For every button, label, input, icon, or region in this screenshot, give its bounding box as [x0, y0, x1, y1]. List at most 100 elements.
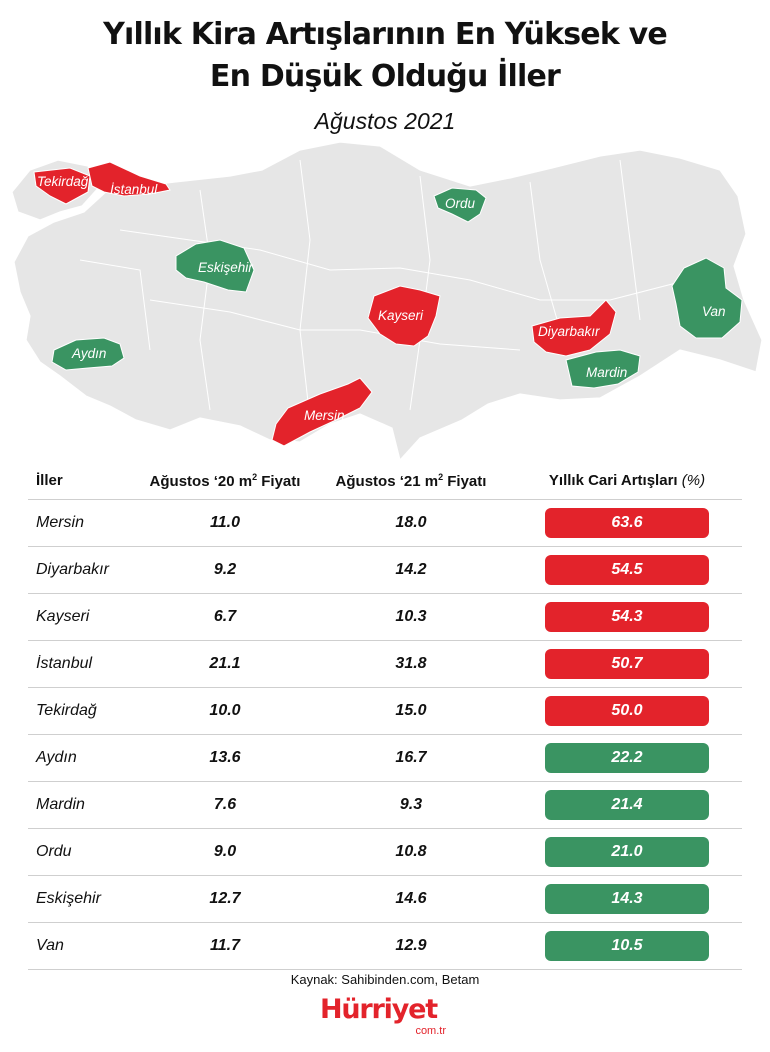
cell-pct: 50.7 [512, 649, 742, 679]
cell-aug21: 31.8 [395, 655, 427, 672]
cell-aug20: 9.0 [213, 843, 237, 860]
page-title: Yıllık Kira Artışlarının En Yüksek ve En… [0, 14, 770, 98]
map-label-diyarbakir: Diyarbakır [538, 324, 600, 339]
header-aug20-tail: Fiyatı [257, 472, 301, 490]
cell-city: İstanbul [36, 655, 93, 672]
table-row: Mersin 11.0 18.0 63.6 [28, 500, 742, 547]
cell-aug21: 10.3 [395, 608, 427, 625]
cell-aug21: 15.0 [395, 702, 427, 719]
logo-brand: Hürriyet [320, 994, 438, 1025]
header-aug20-label: Ağustos ‘20 m [149, 472, 253, 490]
map-province-istanbul [87, 161, 171, 197]
header-aug20-sup: 2 [252, 471, 258, 482]
table-row: Eskişehir 12.7 14.6 14.3 [28, 876, 742, 923]
map-province-diyarbakir [531, 299, 617, 357]
cell-city: Diyarbakır [36, 561, 109, 578]
header-pct-unit: (%) [681, 472, 706, 489]
cell-aug20: 10.0 [209, 702, 241, 719]
pct-badge: 21.4 [545, 790, 709, 820]
cell-city: Ordu [36, 843, 72, 860]
table-header: İller Ağustos ‘20 m2 Fiyatı Ağustos ‘21 … [28, 462, 742, 500]
map-province-eskisehir [175, 239, 255, 293]
map-province-aydin [51, 337, 125, 371]
cell-pct: 54.5 [512, 555, 742, 585]
cell-aug21: 12.9 [395, 937, 427, 954]
header-pct: Yıllık Cari Artışları (%) [512, 472, 742, 489]
cell-pct: 54.3 [512, 602, 742, 632]
cell-aug20: 11.7 [210, 937, 240, 954]
title-line-2: En Düşük Olduğu İller [209, 59, 561, 94]
table-row: Mardin 7.6 9.3 21.4 [28, 782, 742, 829]
pct-badge: 54.3 [545, 602, 709, 632]
cell-aug21: 9.3 [399, 796, 423, 813]
pct-badge: 63.6 [545, 508, 709, 538]
pct-badge: 54.5 [545, 555, 709, 585]
cell-aug21: 14.2 [395, 561, 427, 578]
logo-domain: com.tr [415, 1025, 446, 1037]
cell-city: Aydın [36, 749, 77, 766]
table-row: Diyarbakır 9.2 14.2 54.5 [28, 547, 742, 594]
pct-badge: 22.2 [545, 743, 709, 773]
cell-aug20: 9.2 [213, 561, 237, 578]
cell-pct: 21.0 [512, 837, 742, 867]
cell-pct: 50.0 [512, 696, 742, 726]
title-line-1: Yıllık Kira Artışlarının En Yüksek ve [103, 17, 668, 52]
map-label-tekirdag: Tekirdağ [37, 174, 89, 189]
header-aug21-sup: 2 [438, 471, 444, 482]
header-aug21-label: Ağustos ‘21 m [335, 472, 439, 490]
cell-city: Eskişehir [36, 890, 101, 907]
header-aug21-tail: Fiyatı [443, 472, 487, 490]
map-province-tekirdag [33, 167, 91, 205]
cell-aug21: 16.7 [395, 749, 427, 766]
cell-aug20: 7.6 [213, 796, 237, 813]
cell-aug20: 6.7 [213, 608, 237, 625]
map-label-mardin: Mardin [586, 365, 627, 380]
table-body: Mersin 11.0 18.0 63.6 Diyarbakır 9.2 14.2 54.5 K… [28, 500, 742, 970]
pct-badge: 10.5 [545, 931, 709, 961]
cell-pct: 22.2 [512, 743, 742, 773]
cell-city: Mardin [36, 796, 85, 813]
map-province-kayseri [367, 285, 441, 347]
map-province-ordu [433, 187, 487, 223]
cell-aug20: 13.6 [209, 749, 241, 766]
cell-pct: 14.3 [512, 884, 742, 914]
cell-city: Tekirdağ [36, 702, 97, 719]
cell-pct: 10.5 [512, 931, 742, 961]
cell-aug21: 10.8 [395, 843, 427, 860]
cell-aug21: 14.6 [395, 890, 427, 907]
map-label-mersin: Mersin [304, 408, 345, 423]
rent-table: İller Ağustos ‘20 m2 Fiyatı Ağustos ‘21 … [28, 462, 742, 970]
pct-badge: 14.3 [545, 884, 709, 914]
pct-badge: 50.0 [545, 696, 709, 726]
source-note: Kaynak: Sahibinden.com, Betam [290, 972, 480, 987]
cell-city: Mersin [36, 514, 85, 531]
cell-pct: 63.6 [512, 508, 742, 538]
cell-aug20: 11.0 [210, 514, 240, 531]
map-label-aydin: Aydın [71, 346, 106, 361]
map-label-van: Van [702, 304, 726, 319]
table-row: Kayseri 6.7 10.3 54.3 [28, 594, 742, 641]
map-province-mardin [565, 349, 641, 389]
header-aug20: Ağustos ‘20 m2 Fiyatı [140, 472, 310, 490]
pct-badge: 21.0 [545, 837, 709, 867]
cell-pct: 21.4 [512, 790, 742, 820]
cell-city: Van [36, 937, 64, 954]
cell-aug21: 18.0 [395, 514, 427, 531]
page-subtitle: Ağustos 2021 [314, 108, 456, 134]
map-label-eskisehir: Eskişehir [198, 260, 253, 275]
cell-aug20: 12.7 [209, 890, 241, 907]
header-aug21: Ağustos ‘21 m2 Fiyatı [310, 472, 512, 490]
turkey-map: Tekirdağ İstanbul Ordu Eskişehir Kayseri… [11, 141, 763, 460]
map-label-istanbul: İstanbul [110, 182, 158, 197]
header-pct-label: Yıllık Cari Artışları [548, 472, 678, 489]
header-city: İller [36, 472, 63, 489]
table-row: Aydın 13.6 16.7 22.2 [28, 735, 742, 782]
map-label-ordu: Ordu [445, 196, 476, 211]
table-row: İstanbul 21.1 31.8 50.7 [28, 641, 742, 688]
table-row: Tekirdağ 10.0 15.0 50.0 [28, 688, 742, 735]
map-label-kayseri: Kayseri [378, 308, 424, 323]
table-row: Van 11.7 12.9 10.5 [28, 923, 742, 970]
map-province-van [671, 257, 743, 339]
table-row: Ordu 9.0 10.8 21.0 [28, 829, 742, 876]
cell-city: Kayseri [36, 608, 90, 625]
